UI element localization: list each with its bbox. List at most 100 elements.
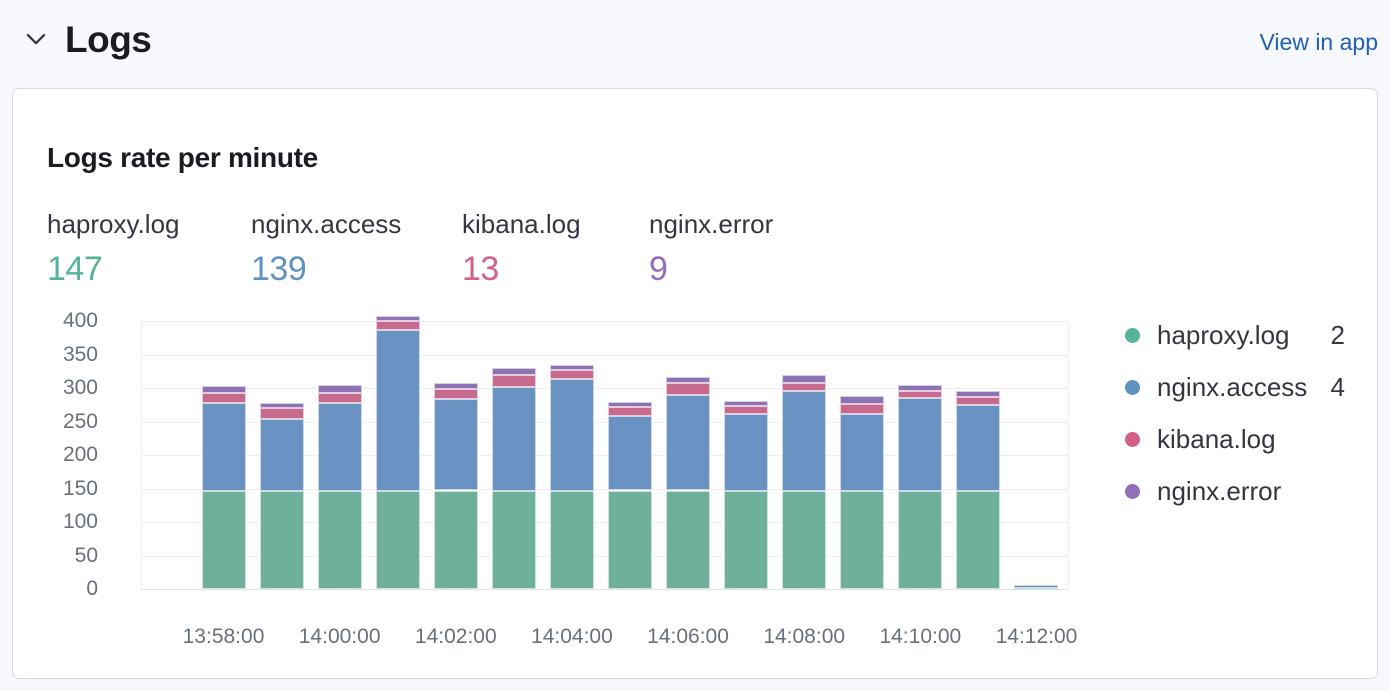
legend-dot-kibana.log[interactable]: [1125, 432, 1140, 448]
bar-14:04:00-kibana.log[interactable]: [549, 369, 594, 380]
bar-14:02:00-kibana.log[interactable]: [433, 389, 478, 400]
stat-label: kibana.log: [462, 209, 581, 239]
y-axis-label-250: 250: [62, 409, 98, 433]
stat-nginx.access: nginx.access 139: [251, 208, 401, 289]
gridline-200: [141, 455, 1068, 456]
stat-value: 139: [251, 250, 307, 288]
gridline-250: [141, 421, 1068, 423]
legend-dot-nginx.access[interactable]: [1125, 379, 1140, 395]
bar-13:59:00-kibana.log[interactable]: [259, 408, 304, 420]
gridline-100: [141, 522, 1068, 523]
legend-dot-nginx.error[interactable]: [1125, 484, 1140, 500]
legend-item-nginx.access[interactable]: nginx.access 4: [1125, 372, 1345, 402]
bar-14:06:00-nginx.error[interactable]: [666, 377, 711, 384]
bar-14:07:00-nginx.error[interactable]: [724, 400, 769, 407]
bar-14:03:00-nginx.access[interactable]: [491, 386, 536, 491]
stat-nginx.error: nginx.error 9: [649, 208, 773, 289]
bar-14:11:00-kibana.log[interactable]: [956, 397, 1001, 405]
bar-14:09:00-haproxy.log[interactable]: [840, 490, 885, 589]
legend-label: nginx.access: [1157, 371, 1308, 402]
bar-14:05:00-kibana.log[interactable]: [607, 406, 652, 417]
y-axis-label-100: 100: [62, 510, 98, 533]
bar-14:02:00-nginx.error[interactable]: [433, 382, 478, 390]
legend-item-haproxy.log[interactable]: haproxy.log 2: [1125, 320, 1345, 350]
x-axis-label-14:12:00: 14:12:00: [995, 625, 1078, 648]
bar-13:58:00-nginx.error[interactable]: [201, 385, 246, 394]
bar-13:58:00-kibana.log[interactable]: [201, 393, 246, 404]
bar-13:59:00-nginx.access[interactable]: [259, 419, 304, 491]
bar-14:07:00-haproxy.log[interactable]: [724, 490, 769, 589]
bar-14:06:00-haproxy.log[interactable]: [666, 490, 711, 589]
bar-14:05:00-nginx.error[interactable]: [607, 402, 652, 407]
bar-14:01:00-haproxy.log[interactable]: [375, 490, 420, 589]
stat-haproxy.log: haproxy.log 147: [47, 208, 180, 289]
bar-13:58:00-nginx.access[interactable]: [201, 403, 246, 491]
bar-14:09:00-nginx.access[interactable]: [840, 414, 885, 491]
bar-14:07:00-nginx.access[interactable]: [724, 414, 769, 491]
gridline-150: [141, 488, 1068, 490]
chevron-down-icon: [24, 27, 48, 54]
y-axis-label-350: 350: [62, 342, 98, 366]
bar-14:04:00-haproxy.log[interactable]: [549, 490, 594, 589]
bar-14:08:00-haproxy.log[interactable]: [782, 490, 827, 589]
stat-value: 147: [47, 250, 103, 288]
bar-14:09:00-nginx.error[interactable]: [840, 396, 885, 405]
bar-14:11:00-nginx.access[interactable]: [956, 404, 1001, 491]
bar-14:00:00-haproxy.log[interactable]: [317, 490, 362, 589]
bar-14:01:00-nginx.error[interactable]: [375, 315, 420, 321]
stat-label: haproxy.log: [47, 209, 180, 239]
collapse-section-button[interactable]: [24, 28, 48, 52]
bar-13:59:00-haproxy.log[interactable]: [259, 490, 304, 589]
bar-13:59:00-nginx.error[interactable]: [259, 402, 304, 409]
legend-item-kibana.log[interactable]: kibana.log: [1125, 424, 1345, 455]
bar-14:08:00-kibana.log[interactable]: [782, 382, 827, 391]
y-axis-label-0: 0: [86, 577, 98, 600]
stat-label: nginx.error: [649, 209, 774, 239]
bar-14:04:00-nginx.access[interactable]: [549, 379, 594, 491]
y-axis-label-300: 300: [62, 376, 98, 399]
bar-14:08:00-nginx.access[interactable]: [782, 390, 827, 491]
bar-14:00:00-nginx.error[interactable]: [317, 384, 362, 393]
bar-14:09:00-kibana.log[interactable]: [840, 404, 885, 415]
bar-14:10:00-haproxy.log[interactable]: [898, 490, 943, 589]
bar-14:03:00-haproxy.log[interactable]: [491, 490, 536, 589]
legend-item-nginx.error[interactable]: nginx.error: [1125, 476, 1345, 507]
stat-label: nginx.access: [251, 209, 402, 239]
bar-14:06:00-kibana.log[interactable]: [666, 383, 711, 395]
x-axis-label-13:58:00: 13:58:00: [182, 625, 265, 648]
x-axis-label-14:06:00: 14:06:00: [647, 625, 729, 648]
bar-14:06:00-nginx.access[interactable]: [666, 394, 711, 491]
view-in-app-link[interactable]: View in app: [1259, 29, 1379, 55]
bar-14:04:00-nginx.error[interactable]: [549, 365, 594, 370]
x-axis-label-14:10:00: 14:10:00: [879, 625, 962, 648]
bar-14:11:00-nginx.error[interactable]: [956, 391, 1001, 398]
bar-14:10:00-nginx.access[interactable]: [898, 398, 943, 491]
y-axis-label-200: 200: [62, 443, 98, 466]
bar-14:02:00-nginx.access[interactable]: [433, 399, 478, 491]
gridline-350: [141, 354, 1068, 356]
bar-14:12:00-haproxy.log[interactable]: [1014, 587, 1059, 590]
bar-14:10:00-kibana.log[interactable]: [898, 390, 943, 399]
bar-14:02:00-haproxy.log[interactable]: [433, 490, 478, 589]
bar-14:12:00-nginx.access[interactable]: [1014, 584, 1059, 588]
bar-14:00:00-kibana.log[interactable]: [317, 392, 362, 404]
legend-value: 4: [1330, 371, 1345, 402]
bar-14:00:00-nginx.access[interactable]: [317, 403, 362, 491]
bar-14:10:00-nginx.error[interactable]: [898, 384, 943, 391]
bar-14:05:00-haproxy.log[interactable]: [607, 490, 652, 589]
x-axis-label-14:02:00: 14:02:00: [414, 625, 497, 648]
bar-14:03:00-kibana.log[interactable]: [491, 374, 536, 387]
bar-14:08:00-nginx.error[interactable]: [782, 374, 827, 383]
bar-14:07:00-kibana.log[interactable]: [724, 406, 769, 415]
bar-13:58:00-haproxy.log[interactable]: [201, 490, 246, 589]
bar-14:03:00-nginx.error[interactable]: [491, 367, 536, 375]
gridline-300: [141, 388, 1068, 389]
bar-14:11:00-haproxy.log[interactable]: [956, 490, 1001, 589]
bar-14:01:00-kibana.log[interactable]: [375, 321, 420, 330]
bar-14:01:00-nginx.access[interactable]: [375, 329, 420, 491]
legend-dot-haproxy.log[interactable]: [1125, 327, 1140, 343]
x-axis-label-14:04:00: 14:04:00: [531, 625, 613, 648]
bar-14:05:00-nginx.access[interactable]: [607, 416, 652, 491]
x-axis-label-14:00:00: 14:00:00: [298, 625, 381, 648]
